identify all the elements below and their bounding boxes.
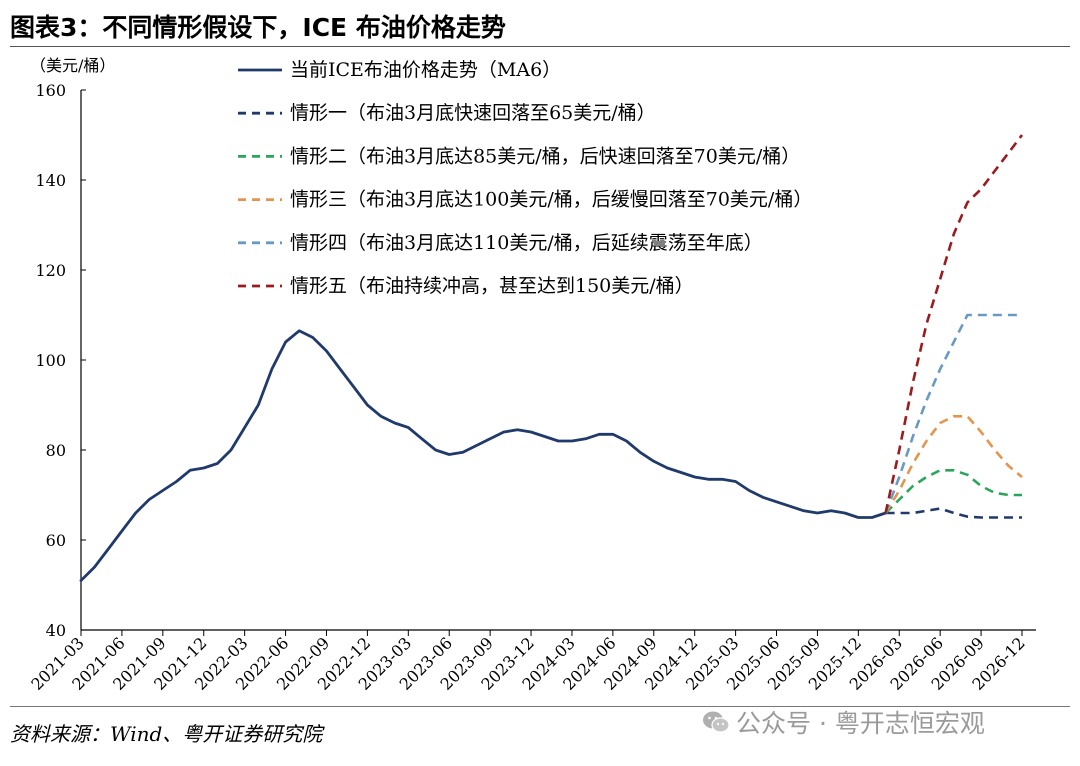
chart-axes: 4060801001201401602021-032021-062021-092… — [27, 81, 1036, 694]
watermark: 公众号 · 粤开志恒宏观 — [702, 704, 985, 740]
legend-label-1: 当前ICE布油价格走势（MA6） — [290, 59, 561, 81]
chart-series — [79, 134, 1024, 582]
series-line-4 — [884, 414, 1023, 514]
y-tick-label: 80 — [46, 441, 66, 460]
title-divider — [10, 46, 1070, 47]
watermark-text: 公众号 · 粤开志恒宏观 — [736, 709, 985, 738]
y-tick-label: 160 — [35, 81, 66, 100]
y-tick-label: 60 — [46, 531, 66, 550]
y-tick-label: 140 — [35, 171, 66, 190]
legend-label-6: 情形五（布油持续冲高，甚至达到150美元/桶） — [290, 275, 694, 297]
series-line-3 — [884, 468, 1022, 514]
series-line-2 — [885, 507, 1022, 519]
series-line-1 — [79, 329, 887, 582]
y-tick-label: 100 — [35, 351, 66, 370]
series-line-6 — [884, 134, 1024, 514]
wechat-icon — [703, 711, 730, 733]
source-divider — [10, 706, 1070, 707]
legend-label-4: 情形三（布油3月底达100美元/桶，后缓慢回落至70美元/桶） — [290, 189, 812, 211]
y-tick-label: 120 — [35, 261, 66, 280]
legend-label-3: 情形二（布油3月底达85美元/桶，后快速回落至70美元/桶） — [290, 145, 800, 167]
legend-label-2: 情形一（布油3月底快速回落至65美元/桶） — [290, 102, 656, 124]
series-line-5 — [884, 313, 1022, 514]
legend-label-5: 情形四（布油3月底达110美元/桶，后延续震荡至年底） — [290, 232, 763, 254]
figure-title: 图表3：不同情形假设下，ICE 布油价格走势 — [10, 13, 506, 42]
y-axis-unit-label: （美元/桶） — [30, 56, 116, 75]
source-note: 资料来源：Wind、粤开证券研究院 — [10, 722, 323, 746]
chart-legend: 当前ICE布油价格走势（MA6） 情形一（布油3月底快速回落至65美元/桶） 情形二… — [238, 59, 812, 297]
y-tick-label: 40 — [46, 621, 66, 640]
